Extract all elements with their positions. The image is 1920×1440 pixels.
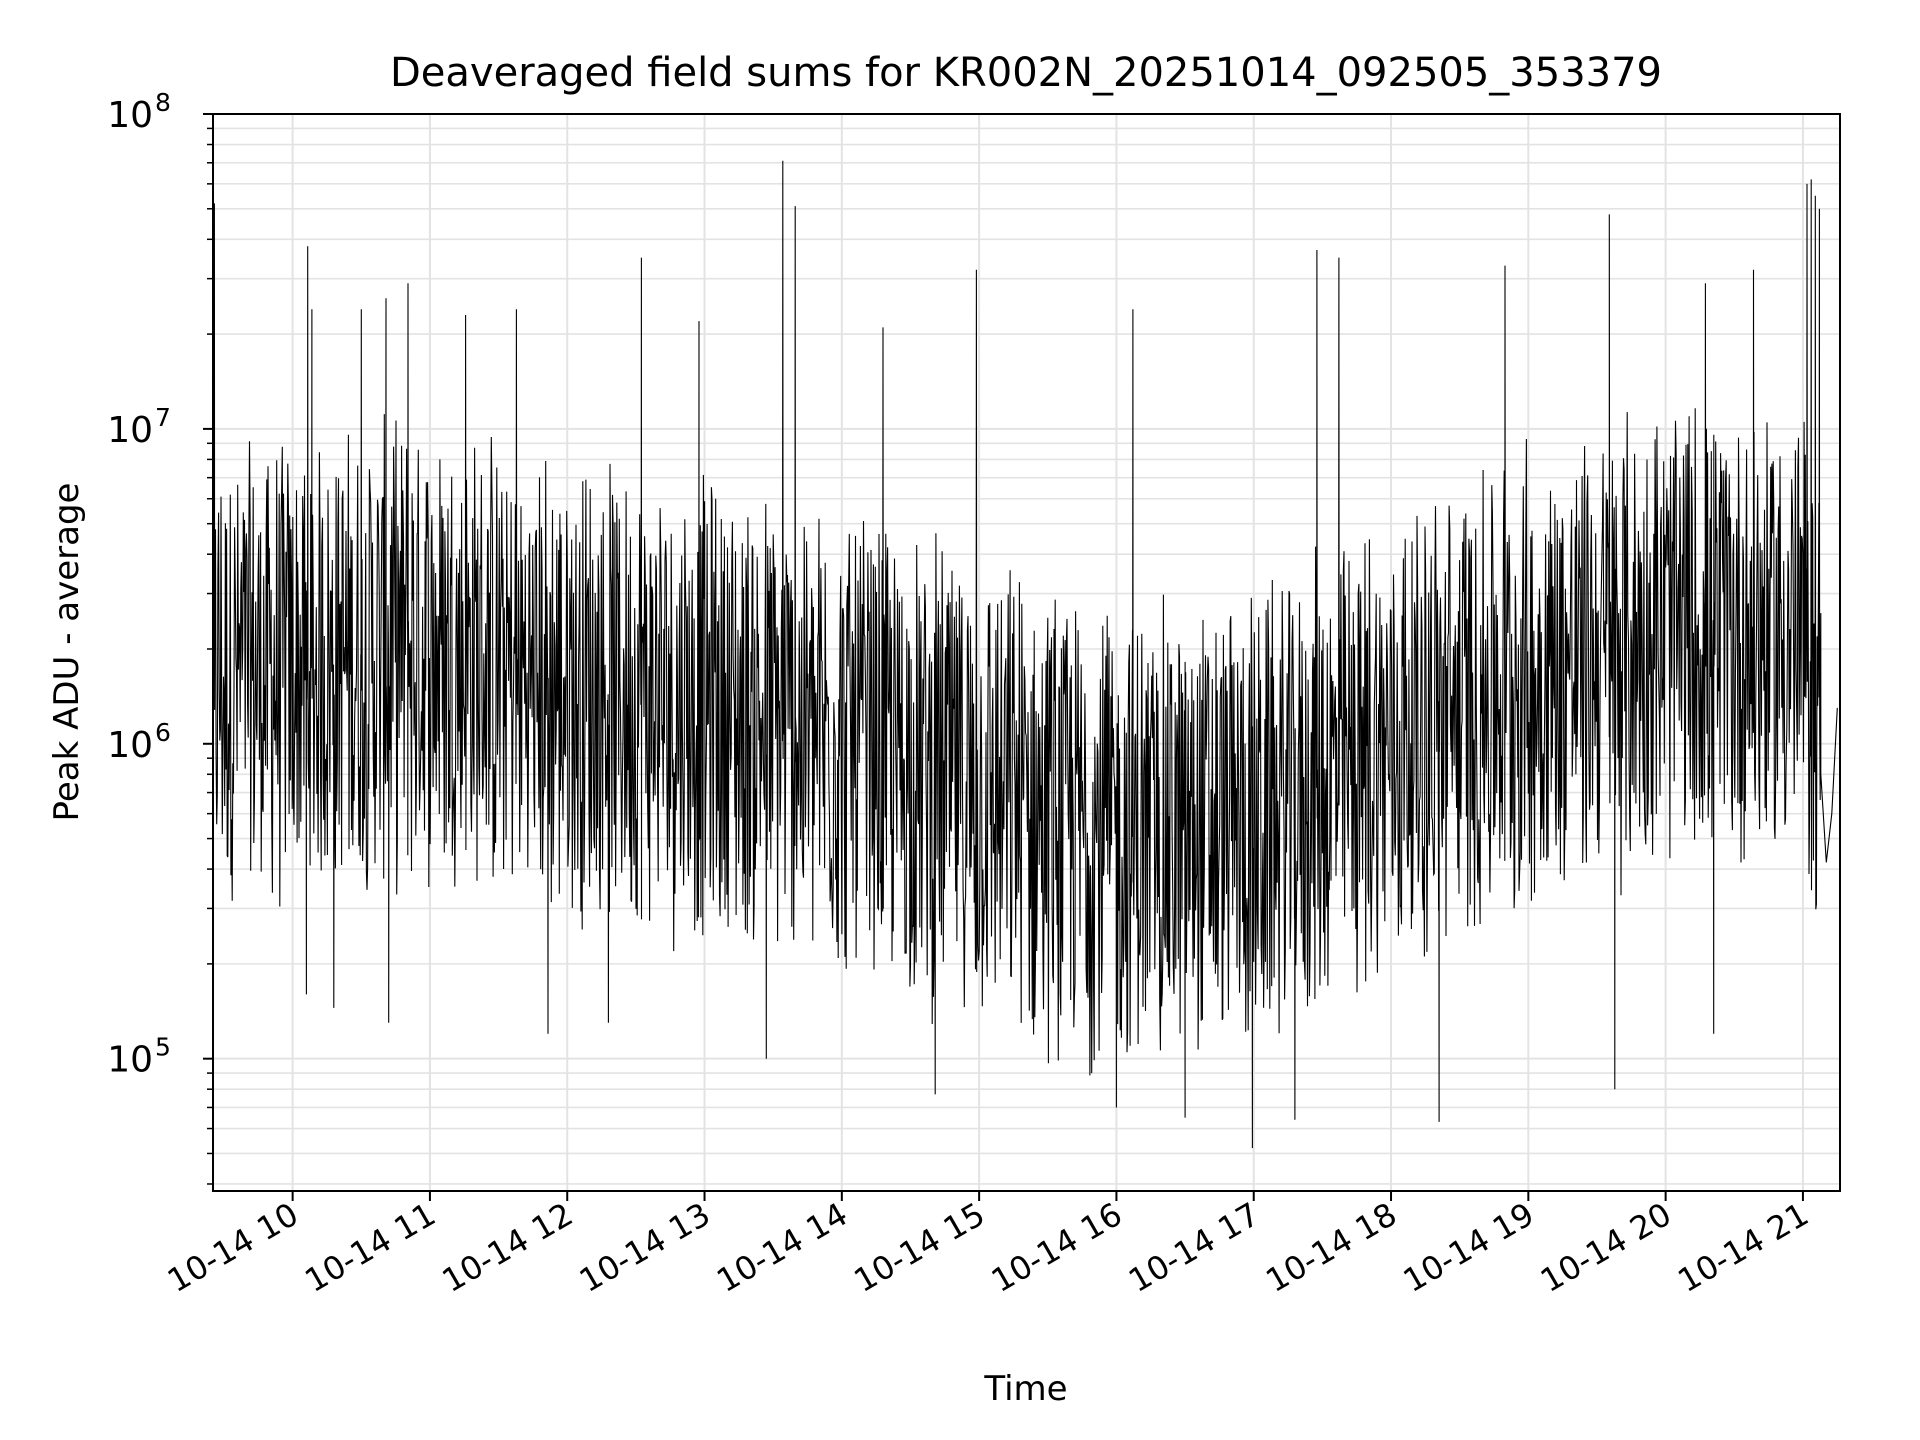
x-tick-label: 10-14 13 <box>573 1195 717 1300</box>
x-axis-label: Time <box>983 1369 1067 1409</box>
y-tick-label: 10 <box>107 1040 153 1081</box>
x-tick-label: 10-14 10 <box>161 1195 305 1300</box>
plot-frame <box>212 113 1841 1192</box>
y-tick-exponent: 8 <box>155 88 171 117</box>
chart-title: Deaveraged field sums for KR002N_2025101… <box>390 50 1662 96</box>
y-tick-exponent: 5 <box>155 1033 171 1062</box>
x-tick-label: 10-14 19 <box>1397 1195 1541 1300</box>
x-tick-label: 10-14 15 <box>848 1195 992 1300</box>
x-tick-label: 10-14 17 <box>1122 1195 1266 1300</box>
x-tick-label: 10-14 21 <box>1671 1195 1815 1300</box>
series-field-sums <box>212 160 1838 1149</box>
y-tick-exponent: 6 <box>155 718 171 747</box>
y-tick-label: 10 <box>107 95 153 136</box>
x-tick-label: 10-14 14 <box>710 1195 854 1300</box>
x-tick-label: 10-14 12 <box>436 1195 580 1300</box>
x-tick-label: 10-14 11 <box>298 1195 442 1300</box>
x-tick-label: 10-14 16 <box>985 1195 1129 1300</box>
series-line <box>212 160 1838 1149</box>
x-tick-label: 10-14 20 <box>1534 1195 1678 1300</box>
y-tick-label: 10 <box>107 410 153 451</box>
y-axis-label: Peak ADU - average <box>47 483 87 822</box>
x-tick-label: 10-14 18 <box>1259 1195 1403 1300</box>
y-tick-exponent: 7 <box>155 403 171 432</box>
y-tick-label: 10 <box>107 725 153 766</box>
